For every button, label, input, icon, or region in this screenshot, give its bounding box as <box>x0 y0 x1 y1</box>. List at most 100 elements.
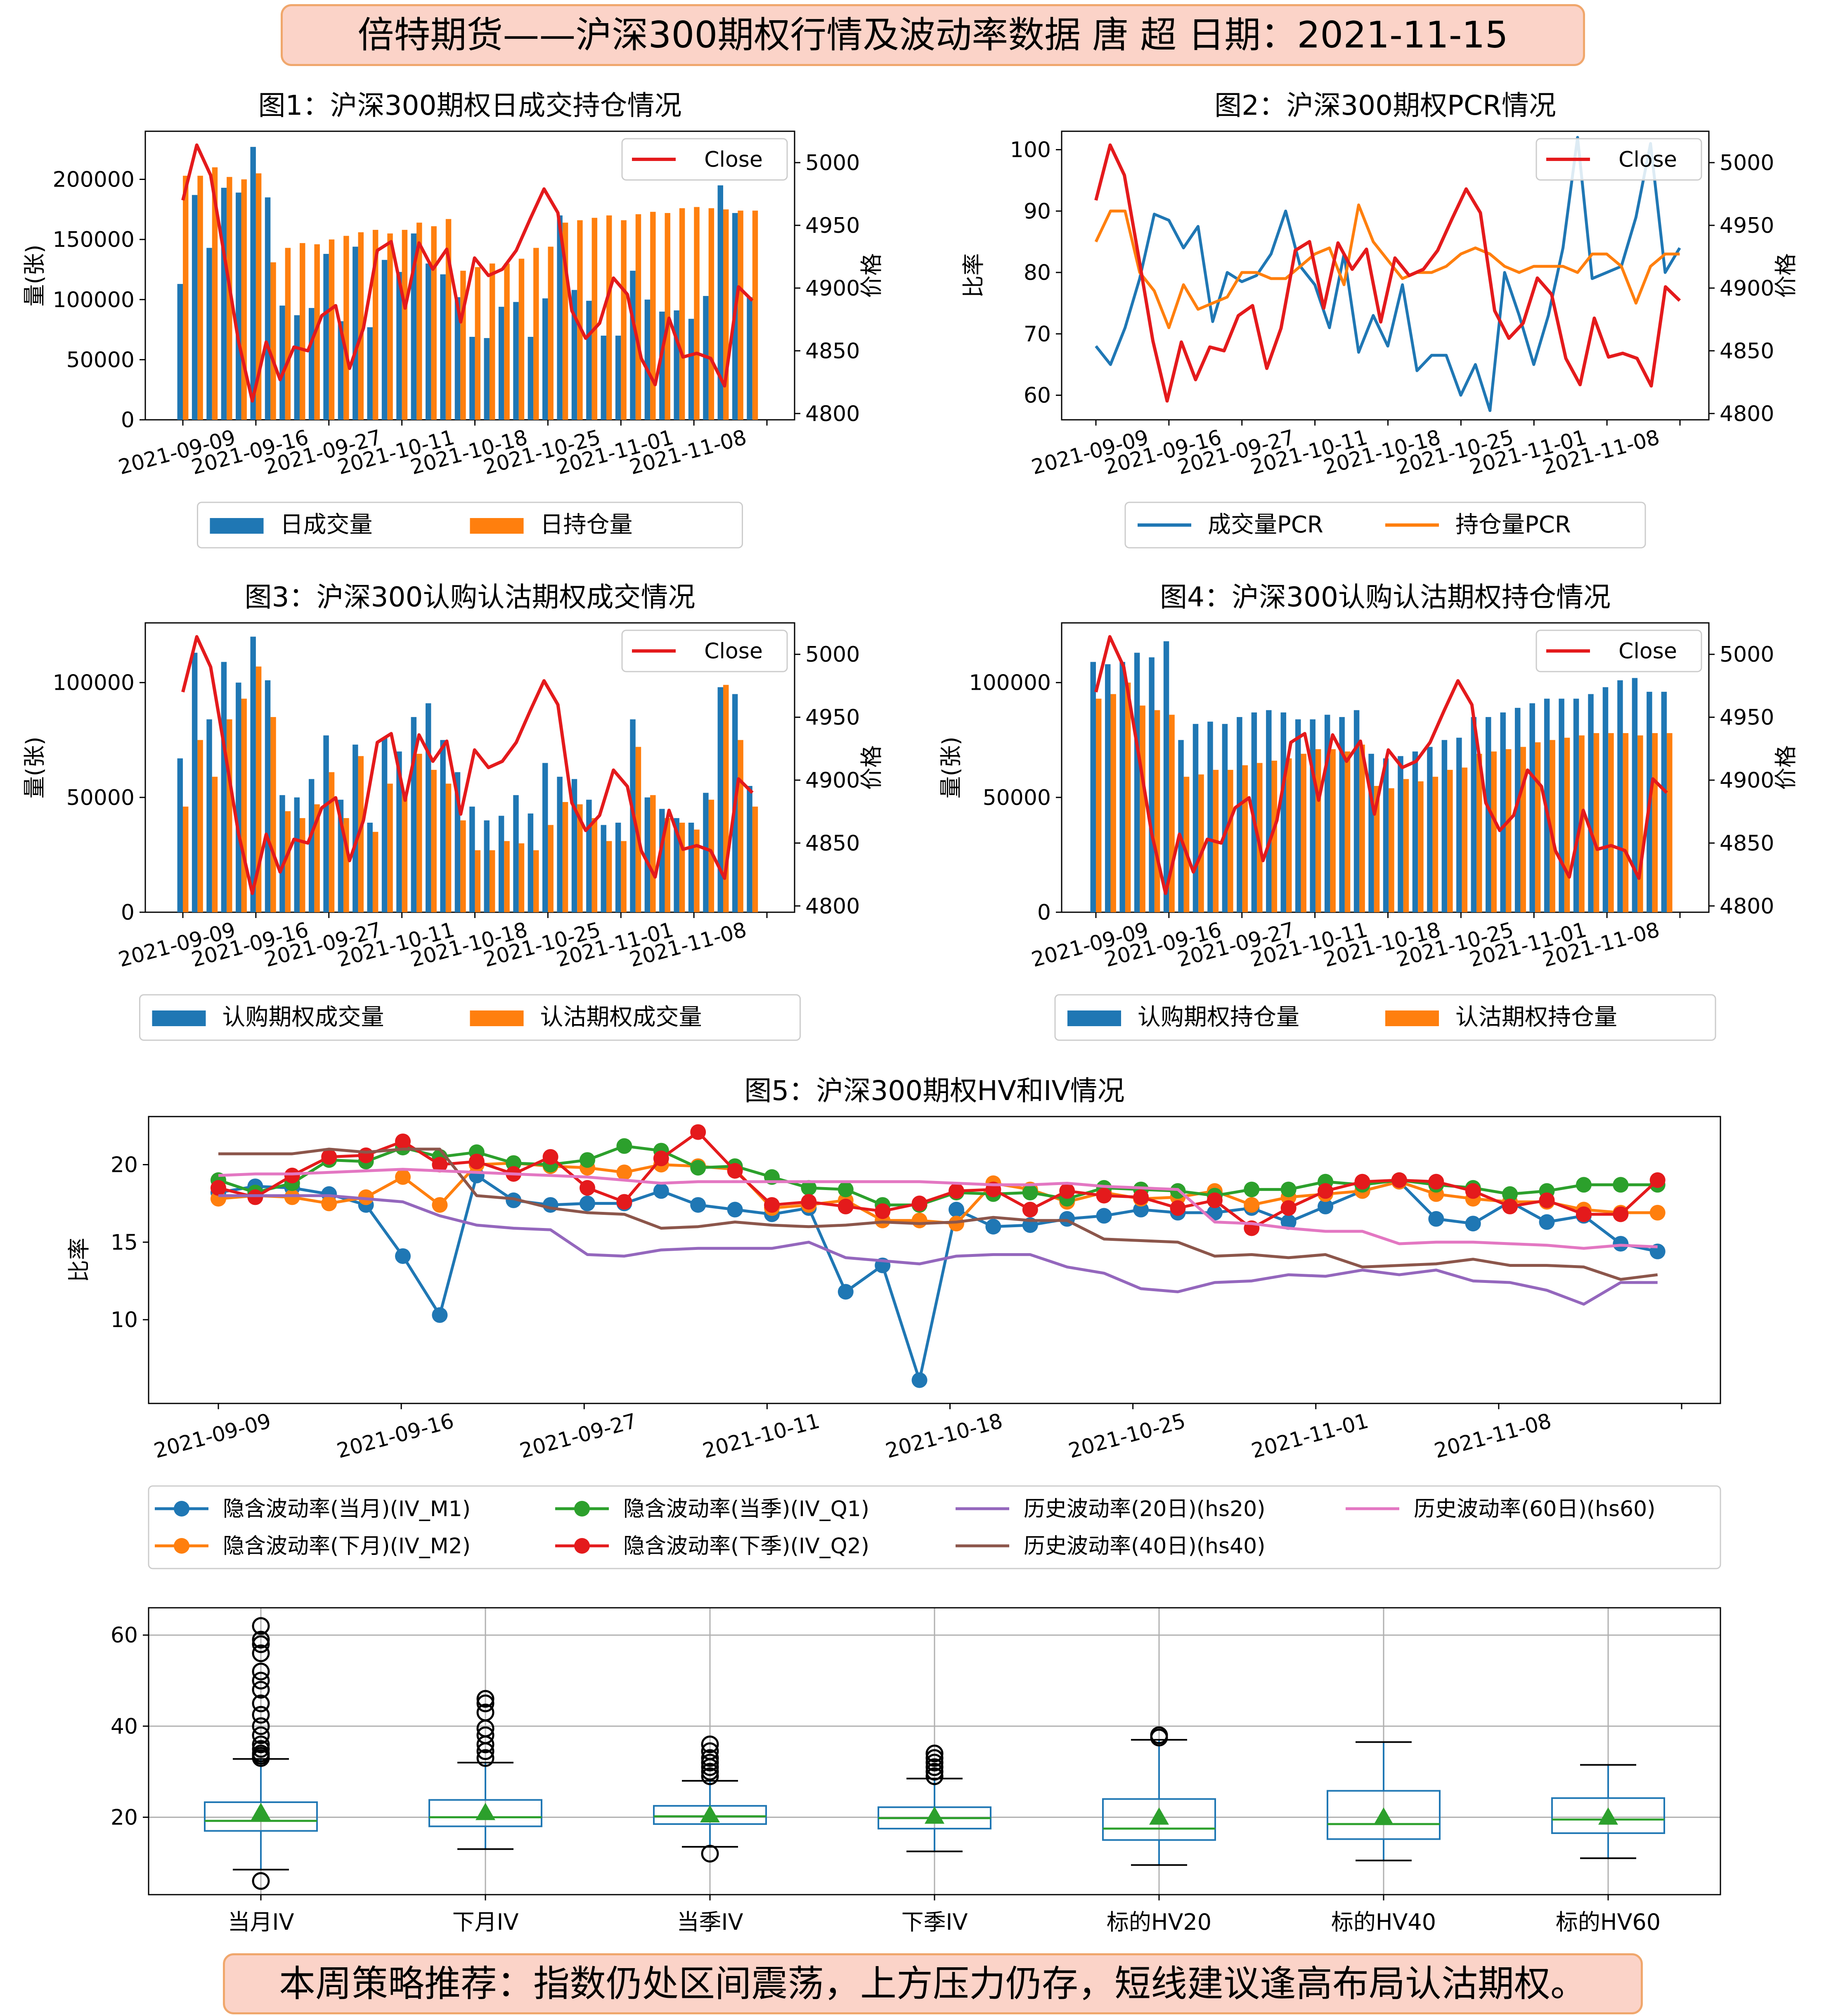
series-marker <box>616 1194 632 1210</box>
y-tick-label: 10 <box>111 1308 138 1332</box>
series-marker <box>321 1149 337 1165</box>
bar <box>1134 653 1140 912</box>
bar <box>227 719 232 912</box>
bar <box>475 850 481 912</box>
plot-frame <box>148 1116 1721 1404</box>
y-axis-label: 量(张) <box>938 736 964 798</box>
bar <box>1154 710 1160 912</box>
bar <box>250 147 256 420</box>
bar <box>460 270 466 420</box>
bar <box>1222 724 1228 912</box>
line-legend-label: 成交量PCR <box>1208 511 1323 538</box>
bar <box>1661 691 1667 912</box>
line-legend-box <box>621 138 788 181</box>
series-marker <box>284 1167 300 1183</box>
series-marker <box>690 1124 706 1140</box>
line-legend-label: 持仓量PCR <box>1455 511 1571 538</box>
mean-marker <box>1149 1807 1169 1825</box>
series-marker <box>468 1153 485 1169</box>
series-marker <box>542 1197 558 1213</box>
series-marker <box>653 1183 669 1199</box>
bar <box>1456 738 1462 912</box>
bar <box>577 220 583 420</box>
series-marker <box>1576 1177 1592 1193</box>
bar <box>177 758 183 912</box>
series-marker <box>875 1203 891 1219</box>
bar <box>504 263 510 420</box>
bar <box>256 666 262 912</box>
close-line <box>181 143 754 403</box>
bar <box>387 233 393 420</box>
bar <box>717 687 723 912</box>
bar <box>475 267 481 420</box>
bar <box>1550 740 1555 912</box>
series-line <box>218 1168 1658 1250</box>
flier <box>701 1763 719 1781</box>
flier <box>252 1662 270 1680</box>
series-marker <box>1465 1183 1481 1199</box>
series-marker <box>911 1372 927 1388</box>
bar <box>285 811 291 912</box>
bar <box>1295 719 1301 912</box>
series-marker <box>1280 1200 1297 1216</box>
bar <box>285 248 291 420</box>
hv-legend-label: 隐含波动率(当季)(IV_Q1) <box>623 1497 869 1521</box>
bar-legend-swatch <box>470 1010 524 1026</box>
bar <box>416 222 422 420</box>
bar <box>250 637 256 912</box>
flier <box>925 1749 944 1767</box>
hv-legend-label: 历史波动率(40日)(hs40) <box>1024 1534 1266 1559</box>
y2-tick-label: 4950 <box>805 213 860 238</box>
y2-tick-label: 4950 <box>1720 213 1774 238</box>
bar <box>227 177 232 420</box>
hv-legend-marker <box>174 1538 189 1554</box>
y2-tick-label: 4800 <box>805 894 860 919</box>
y-axis-label: 量(张) <box>21 736 47 798</box>
page-title: 倍特期货——沪深300期权行情及波动率数据 唐 超 日期：2021-11-15 <box>357 14 1508 56</box>
bar <box>358 232 364 420</box>
y-tick-label: 0 <box>121 900 135 925</box>
bar <box>1266 710 1272 912</box>
line-legend-box <box>1536 629 1702 672</box>
series-marker <box>1207 1204 1223 1221</box>
series-line <box>1094 203 1680 329</box>
bar <box>688 823 694 912</box>
chart-title: 图5：沪深300期权HV和IV情况 <box>744 1075 1124 1107</box>
flier <box>252 1672 270 1690</box>
bar <box>358 756 364 912</box>
bar <box>1632 678 1638 912</box>
y2-tick-label: 4850 <box>805 339 860 364</box>
series-marker <box>838 1181 854 1197</box>
bar <box>416 754 422 912</box>
flier <box>925 1763 944 1781</box>
mean-marker <box>476 1803 495 1820</box>
bar <box>548 825 554 912</box>
bar <box>1183 776 1190 912</box>
series-line <box>218 1131 1659 1230</box>
bar <box>314 804 320 912</box>
y2-axis-label: 价格 <box>1773 253 1799 298</box>
bar <box>1471 717 1477 912</box>
flier <box>252 1694 270 1713</box>
bar <box>381 738 388 912</box>
bar <box>367 327 373 420</box>
bar <box>279 305 285 420</box>
bar <box>591 818 598 912</box>
bar <box>518 843 525 912</box>
series-marker <box>580 1195 595 1211</box>
bar <box>557 776 563 912</box>
y2-axis-label: 价格 <box>859 745 885 790</box>
bar <box>1432 776 1439 912</box>
hv-legend-label: 隐含波动率(下季)(IV_Q2) <box>623 1534 869 1559</box>
bar <box>353 246 358 420</box>
bar <box>513 795 519 912</box>
bar <box>1588 694 1594 912</box>
bar-legend-label: 日持仓量 <box>540 511 633 538</box>
bar <box>1110 694 1116 912</box>
series-marker <box>395 1169 411 1185</box>
bar <box>601 336 606 420</box>
box-1: 下月IV <box>428 1690 542 1935</box>
series-marker <box>1502 1198 1518 1214</box>
y2-tick-label: 4950 <box>1720 705 1774 730</box>
bar <box>241 179 247 420</box>
